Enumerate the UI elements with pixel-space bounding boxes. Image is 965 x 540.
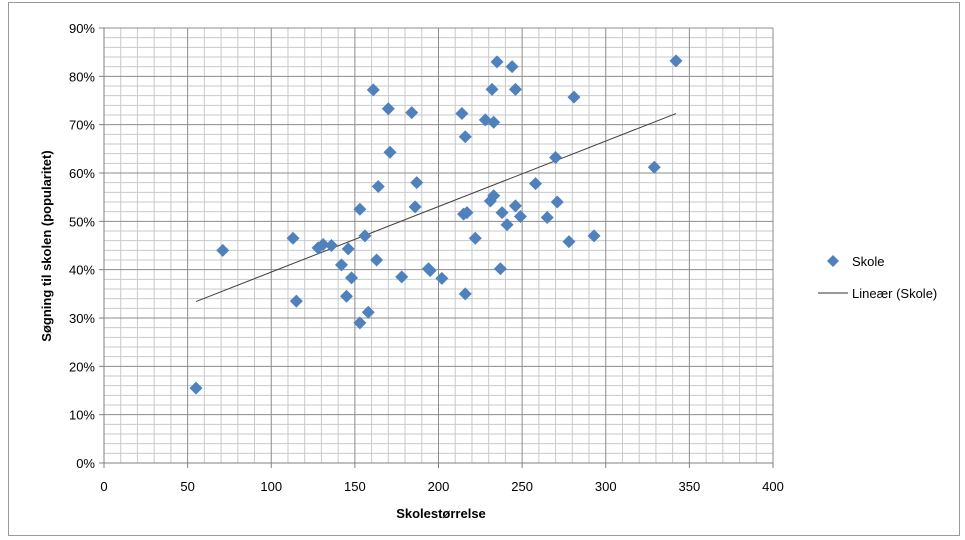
data-point-diamond — [435, 271, 449, 285]
x-tick-label: 0 — [100, 479, 107, 494]
data-point-diamond — [562, 235, 576, 249]
axes — [99, 27, 774, 468]
data-point-diamond — [334, 258, 348, 272]
y-tick-label: 70% — [69, 118, 95, 133]
data-point-diamond — [529, 177, 543, 191]
data-point-diamond — [647, 160, 661, 174]
data-point-diamond — [587, 229, 601, 243]
x-tick-label: 150 — [344, 479, 366, 494]
y-tick-label: 60% — [69, 166, 95, 181]
data-point-diamond — [508, 82, 522, 96]
x-tick-label: 200 — [428, 479, 450, 494]
data-point-diamond — [289, 294, 303, 308]
data-point-diamond — [381, 102, 395, 116]
legend-diamond-marker — [827, 255, 839, 267]
data-point-diamond — [405, 106, 419, 120]
data-point-diamond — [490, 55, 504, 69]
data-point-diamond — [540, 210, 554, 224]
legend: Skole Lineær (Skole) — [818, 254, 937, 301]
data-point-diamond — [286, 231, 300, 245]
y-tick-label: 10% — [69, 408, 95, 423]
x-tick-label: 50 — [180, 479, 194, 494]
data-point-diamond — [361, 305, 375, 319]
x-tick-labels: 0 50 100 150 200 250 300 350 400 — [100, 479, 783, 494]
data-point-diamond — [366, 83, 380, 97]
data-point-diamond — [316, 238, 330, 252]
data-point-diamond — [423, 264, 437, 278]
data-point-diamond — [487, 189, 501, 203]
data-point-diamond — [493, 262, 507, 276]
y-tick-label: 50% — [69, 214, 95, 229]
data-point-diamond — [495, 206, 509, 220]
x-tick-label: 400 — [762, 479, 784, 494]
x-tick-label: 100 — [260, 479, 282, 494]
y-tick-label: 90% — [69, 21, 95, 36]
data-point-diamond — [345, 271, 359, 285]
data-point-diamond — [508, 199, 522, 213]
data-point-diamond — [669, 54, 683, 68]
y-tick-label: 0% — [76, 456, 95, 471]
data-point-diamond — [460, 206, 474, 220]
y-tick-label: 80% — [69, 69, 95, 84]
data-point-diamond — [487, 115, 501, 129]
data-point-diamond — [189, 381, 203, 395]
legend-label-trendline: Lineær (Skole) — [852, 286, 937, 301]
data-point-diamond — [358, 229, 372, 243]
y-tick-label: 30% — [69, 311, 95, 326]
trendline-layer — [195, 113, 677, 303]
data-point-diamond — [216, 243, 230, 257]
y-tick-labels: 0% 10% 20% 30% 40% 50% 60% 70% 80% 90% — [69, 21, 95, 471]
data-point-diamond — [458, 130, 472, 144]
y-tick-label: 40% — [69, 263, 95, 278]
data-point-diamond — [353, 202, 367, 216]
data-point-diamond — [505, 60, 519, 74]
chart-frame — [8, 2, 960, 536]
data-point-diamond — [500, 218, 514, 232]
x-tick-label: 300 — [595, 479, 617, 494]
data-point-diamond — [324, 239, 338, 252]
data-point-diamond — [549, 151, 563, 165]
data-point-diamond — [370, 253, 384, 267]
y-tick-label: 20% — [69, 359, 95, 374]
major-gridlines — [104, 27, 774, 463]
data-point-diamond — [340, 289, 354, 303]
data-point-diamond — [353, 316, 367, 330]
y-axis-title: Søgning til skolen (popularitet) — [39, 150, 54, 341]
trendline — [195, 113, 677, 303]
data-points — [189, 54, 683, 395]
data-point-diamond — [468, 231, 482, 245]
data-point-diamond — [458, 287, 472, 301]
data-point-diamond — [408, 200, 422, 214]
data-point-diamond — [567, 90, 581, 104]
data-point-diamond — [341, 242, 355, 256]
data-point-diamond — [410, 176, 424, 190]
data-point-diamond — [455, 107, 469, 121]
x-axis-title: Skolestørrelse — [396, 506, 486, 521]
legend-label-skole: Skole — [852, 254, 885, 269]
x-tick-label: 350 — [679, 479, 701, 494]
data-point-diamond — [383, 145, 397, 159]
data-point-diamond — [371, 180, 385, 194]
data-point-diamond — [550, 195, 564, 209]
data-point-diamond — [395, 270, 409, 284]
data-point-diamond — [513, 210, 527, 223]
x-tick-label: 250 — [511, 479, 533, 494]
data-point-diamond — [485, 82, 499, 96]
